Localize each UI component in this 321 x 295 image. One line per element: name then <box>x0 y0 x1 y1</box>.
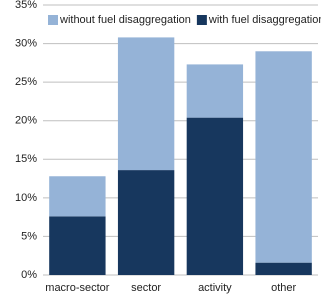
y-tick-label: 10% <box>15 192 37 204</box>
bar-segment <box>117 170 175 275</box>
legend-label: with fuel disaggregation <box>208 14 321 26</box>
x-tick-label: activity <box>198 282 232 294</box>
y-tick-label: 35% <box>15 0 37 11</box>
bar-segment <box>255 51 312 263</box>
bar-segment <box>49 216 106 275</box>
x-tick-label: macro-sector <box>45 282 110 294</box>
x-tick-label: sector <box>131 282 161 294</box>
y-tick-label: 30% <box>15 37 37 49</box>
legend-box <box>45 10 307 30</box>
legend-swatch <box>48 15 58 25</box>
y-tick-label: 25% <box>15 76 37 88</box>
y-tick-label: 5% <box>21 230 37 242</box>
y-tick-label: 15% <box>15 153 37 165</box>
bar-segment <box>186 117 244 275</box>
y-tick-label: 20% <box>15 115 37 127</box>
x-tick-label: other <box>271 282 296 294</box>
legend-swatch <box>196 15 207 25</box>
y-tick-label: 0% <box>21 269 37 281</box>
legend-label: without fuel disaggregation <box>59 14 191 26</box>
bar-segment <box>117 37 175 171</box>
bar-segment <box>186 64 244 118</box>
bar-segment <box>255 262 312 275</box>
bar-segment <box>49 176 106 217</box>
